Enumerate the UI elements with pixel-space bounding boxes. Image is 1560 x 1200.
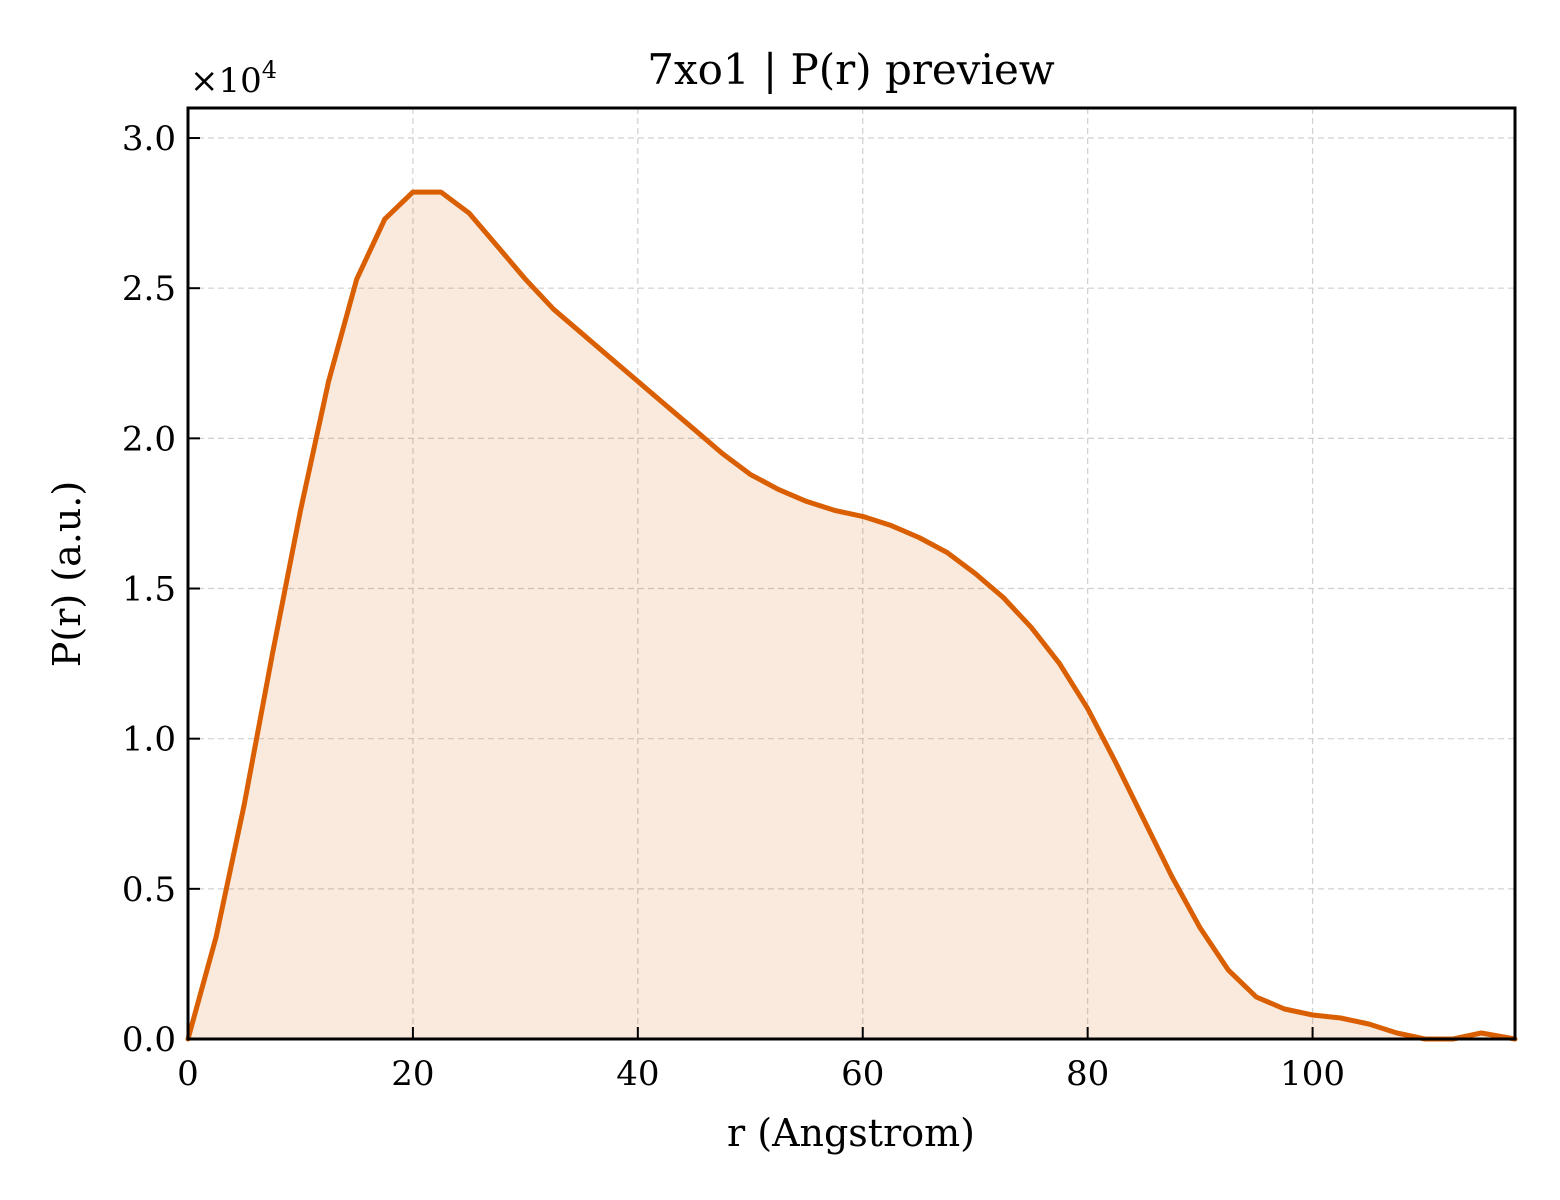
chart-title: 7xo1 | P(r) preview bbox=[647, 45, 1055, 94]
x-tick-label: 0 bbox=[177, 1054, 199, 1094]
y-axis-title: P(r) (a.u.) bbox=[45, 481, 89, 667]
x-tick-label: 60 bbox=[841, 1054, 884, 1094]
series-area-fill bbox=[188, 192, 1515, 1040]
x-tick-label: 80 bbox=[1066, 1054, 1109, 1094]
plot-frame bbox=[186, 106, 1517, 1041]
y-tick-label: 0.5 bbox=[122, 870, 176, 910]
y-tick-label: 2.0 bbox=[122, 419, 176, 459]
y-tick-label: 0.0 bbox=[122, 1020, 176, 1060]
y-axis-multiplier-base: ×10 bbox=[190, 61, 262, 101]
y-tick-label: 1.5 bbox=[122, 570, 176, 610]
x-tick-label: 40 bbox=[616, 1054, 659, 1094]
y-tick-label: 3.0 bbox=[122, 119, 176, 159]
y-tick-label: 2.5 bbox=[122, 269, 176, 309]
y-axis-multiplier: ×104 bbox=[190, 56, 277, 101]
x-axis-title: r (Angstrom) bbox=[727, 1111, 975, 1155]
series-layer bbox=[185, 189, 1518, 1042]
x-tick-label: 100 bbox=[1280, 1054, 1345, 1094]
y-axis-multiplier-exponent: 4 bbox=[262, 56, 277, 84]
y-tick-label: 1.0 bbox=[122, 720, 176, 760]
ticks: 0 20 40 60 80 100 0.0 0.5 1.0 1.5 2.0 2.5 3.0 bbox=[122, 119, 1345, 1094]
series-line bbox=[185, 189, 1518, 1042]
grid bbox=[187, 108, 1515, 1040]
x-tick-label: 20 bbox=[391, 1054, 434, 1094]
